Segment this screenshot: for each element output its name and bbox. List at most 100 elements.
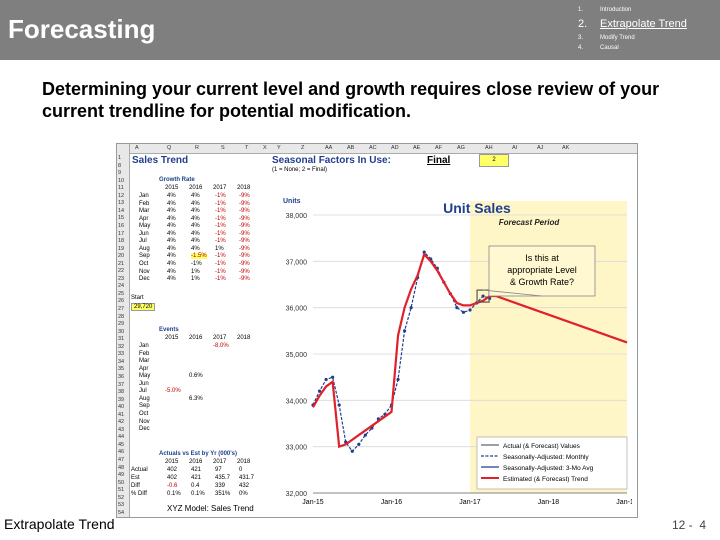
y-tick-label: 37,000 [286, 259, 308, 266]
data-point [422, 250, 426, 254]
column-header[interactable]: R [195, 145, 199, 151]
title-bar: Forecasting 1. Introduction 2. Extrapolate… [0, 0, 720, 60]
column-header[interactable]: AK [562, 145, 570, 151]
x-tick-label: Jan-18 [538, 499, 560, 506]
data-point [461, 310, 466, 314]
row-number: 45 [118, 441, 125, 448]
growth-cell: 4% [167, 253, 176, 260]
row-number: 12 [118, 192, 125, 199]
row-number: 14 [118, 207, 125, 214]
column-header[interactable]: A [135, 145, 139, 151]
series-line [312, 250, 490, 453]
month-label: May [139, 223, 151, 230]
year-header: 2018 [237, 459, 251, 465]
row-number: 27 [118, 306, 125, 312]
seasonal-note: (1 = None; 2 = Final) [272, 167, 328, 173]
row-number: 13 [118, 200, 125, 207]
column-header[interactable]: AB [347, 145, 355, 151]
month-label: Oct [139, 260, 149, 267]
actuals-row-label: Actual [131, 467, 148, 473]
data-point [396, 377, 400, 382]
data-point [350, 449, 354, 453]
start-label: Start [131, 295, 144, 301]
data-point [331, 375, 335, 379]
data-point [468, 308, 472, 312]
growth-cell: -1% [215, 268, 226, 275]
month-label: Aug [139, 245, 150, 252]
growth-cell: -9% [239, 253, 250, 260]
agenda-item-3[interactable]: 3. Modify Trend [578, 35, 635, 41]
event-value: -8.0% [213, 343, 229, 349]
row-number: 21 [118, 260, 125, 267]
actuals-cell: 97 [215, 467, 222, 473]
column-header[interactable]: AD [391, 145, 399, 151]
column-header[interactable]: X [263, 145, 267, 151]
month-label: Apr [139, 365, 149, 372]
column-header[interactable]: AG [457, 145, 465, 151]
callout-text-line: appropriate Level [507, 265, 577, 275]
agenda-item-2[interactable]: 2. Extrapolate Trend [578, 18, 687, 30]
series-line [312, 252, 628, 449]
agenda-item-1[interactable]: 1. Introduction [578, 7, 632, 13]
y-tick-label: 33,000 [286, 445, 308, 452]
month-label: Apr [139, 215, 149, 222]
x-tick-label: Jan-15 [302, 499, 324, 506]
column-header[interactable]: T [245, 145, 249, 151]
data-point [455, 306, 459, 310]
growth-cell: -1% [191, 260, 202, 267]
growth-cell: 4% [191, 223, 200, 230]
year-header: 2017 [213, 459, 227, 465]
row-number: 47 [118, 457, 125, 463]
growth-cell: -9% [239, 200, 250, 207]
page-title: Forecasting [8, 14, 156, 44]
growth-cell: 4% [191, 245, 200, 252]
legend-entry: Seasonally-Adjusted: 3-Mo Avg [503, 465, 594, 472]
growth-cell: 4% [167, 238, 176, 245]
growth-cell: 4% [167, 215, 176, 222]
data-point [337, 403, 341, 407]
x-tick-label: Jan-19 [616, 499, 632, 506]
column-header[interactable]: Q [167, 145, 172, 151]
column-header[interactable]: Y [277, 145, 281, 151]
column-header[interactable]: AE [413, 145, 421, 151]
row-number: 36 [118, 373, 125, 380]
column-header[interactable]: AH [485, 145, 493, 151]
data-point [481, 294, 485, 298]
start-value-cell[interactable]: 29,720 [131, 303, 156, 311]
growth-cell: -1% [215, 193, 226, 199]
event-value: 6.3% [189, 395, 203, 402]
seasonal-factors-value[interactable]: Final [427, 155, 451, 166]
growth-cell: 4% [191, 215, 200, 222]
column-header[interactable]: S [221, 145, 225, 151]
row-headers: 1 8 9 10 11 12 13 14 15 16 17 18 19 20 21 22 23 24 25 26 27 2… [117, 144, 130, 517]
growth-cell: 1% [215, 245, 224, 252]
data-point [324, 377, 328, 382]
column-header[interactable]: AF [435, 145, 443, 151]
actuals-cell: 402 [167, 475, 178, 481]
month-label: Feb [139, 350, 150, 357]
growth-cell: -1% [215, 253, 226, 260]
year-header: 2017 [213, 185, 227, 191]
column-header[interactable]: AI [512, 145, 518, 151]
y-tick-label: 35,000 [286, 352, 308, 359]
growth-cell: -1% [215, 276, 226, 283]
callout-box [488, 245, 596, 297]
month-label: Feb [139, 200, 150, 207]
callout-pointer [483, 289, 543, 297]
actuals-cell: 432 [239, 483, 250, 489]
row-number: 39 [118, 396, 125, 403]
seasonal-index-cell[interactable]: 2 [479, 154, 509, 167]
row-number: 25 [118, 290, 125, 297]
month-label: Dec [139, 276, 150, 283]
agenda-item-4[interactable]: 4. Causal [578, 45, 619, 51]
legend-entry: Estimated (& Forecast) Trend [503, 476, 588, 483]
growth-cell: -9% [239, 193, 250, 199]
column-header[interactable]: AA [325, 145, 333, 151]
row-number: 52 [118, 494, 125, 501]
row-number: 8 [118, 162, 122, 169]
column-header[interactable]: AC [369, 145, 377, 151]
data-point [363, 433, 367, 437]
column-header[interactable]: AJ [537, 145, 544, 151]
column-header[interactable]: Z [301, 145, 305, 151]
actuals-cell: 0.1% [191, 491, 205, 497]
